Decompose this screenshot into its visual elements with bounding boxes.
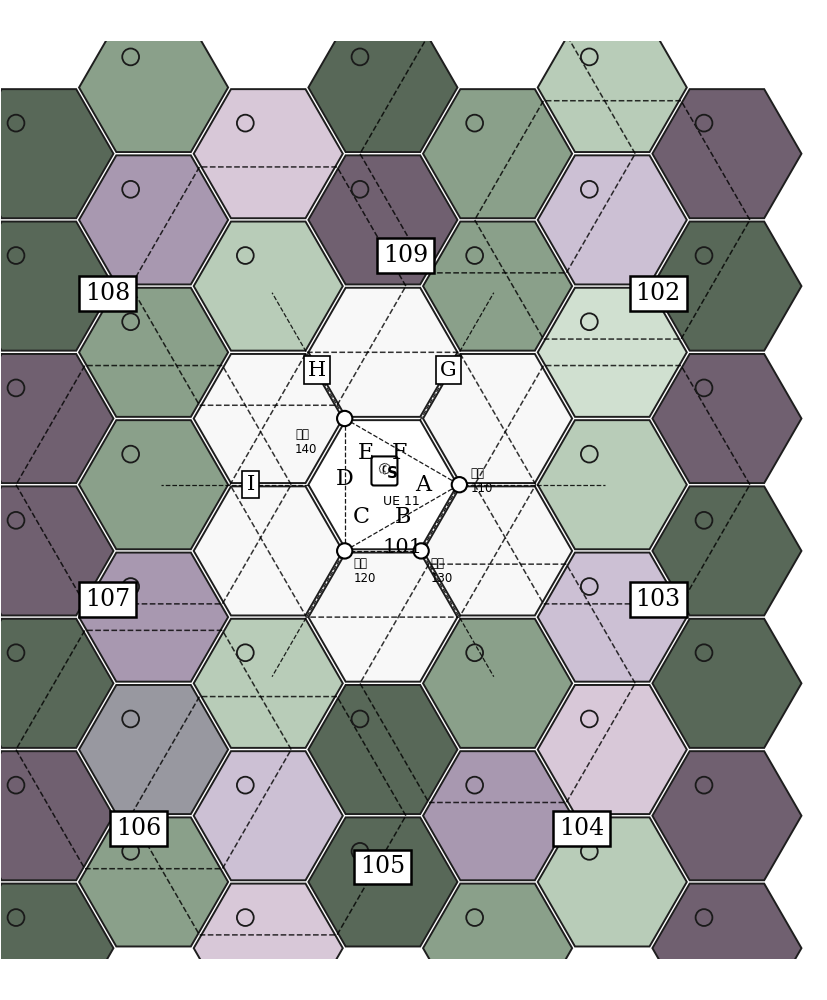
Polygon shape (538, 817, 686, 946)
Polygon shape (308, 420, 457, 549)
FancyBboxPatch shape (371, 456, 398, 485)
Polygon shape (0, 751, 113, 880)
Polygon shape (0, 486, 113, 615)
Polygon shape (194, 222, 342, 351)
Text: 基站
120: 基站 120 (354, 557, 376, 585)
Polygon shape (423, 751, 572, 880)
Polygon shape (194, 486, 342, 615)
Polygon shape (653, 884, 801, 1000)
Polygon shape (0, 222, 113, 351)
Polygon shape (308, 155, 457, 284)
Text: 基站
110: 基站 110 (471, 467, 493, 495)
Polygon shape (423, 619, 572, 748)
Text: S: S (386, 466, 398, 481)
Text: 108: 108 (85, 282, 131, 305)
Polygon shape (538, 553, 686, 682)
Text: D: D (336, 468, 354, 490)
Polygon shape (423, 354, 572, 483)
Polygon shape (79, 420, 228, 549)
Polygon shape (79, 288, 228, 417)
Text: 105: 105 (361, 855, 405, 878)
Polygon shape (653, 751, 801, 880)
Polygon shape (194, 354, 342, 483)
Polygon shape (79, 553, 228, 682)
Polygon shape (0, 884, 113, 1000)
Text: G: G (440, 361, 457, 380)
Polygon shape (308, 288, 457, 417)
Text: 104: 104 (559, 817, 605, 840)
Text: E: E (358, 442, 375, 464)
Text: I: I (246, 475, 255, 494)
Text: F: F (392, 442, 408, 464)
Polygon shape (653, 89, 801, 218)
Polygon shape (79, 23, 228, 152)
Text: A: A (414, 474, 431, 496)
Polygon shape (538, 685, 686, 814)
Text: 基站
140: 基站 140 (295, 428, 318, 456)
Polygon shape (653, 619, 801, 748)
Text: 106: 106 (116, 817, 161, 840)
Polygon shape (653, 486, 801, 615)
Polygon shape (194, 89, 342, 218)
Text: 102: 102 (635, 282, 681, 305)
Polygon shape (194, 619, 342, 748)
Polygon shape (423, 884, 572, 1000)
Polygon shape (79, 685, 228, 814)
Circle shape (337, 543, 352, 559)
Text: 109: 109 (383, 244, 428, 267)
Polygon shape (0, 619, 113, 748)
Text: ✆: ✆ (376, 460, 393, 479)
Polygon shape (308, 685, 457, 814)
Polygon shape (538, 155, 686, 284)
Text: 103: 103 (636, 588, 681, 611)
Text: UE 11: UE 11 (383, 495, 419, 508)
Circle shape (414, 543, 428, 559)
Text: H: H (308, 361, 326, 380)
Polygon shape (423, 222, 572, 351)
Text: C: C (353, 506, 370, 528)
Polygon shape (653, 354, 801, 483)
Polygon shape (423, 486, 572, 615)
Text: 101: 101 (382, 538, 422, 557)
Polygon shape (194, 751, 342, 880)
Polygon shape (308, 817, 457, 946)
Text: B: B (394, 506, 411, 528)
Text: 107: 107 (85, 588, 131, 611)
Polygon shape (79, 817, 228, 946)
Polygon shape (653, 222, 801, 351)
Polygon shape (0, 354, 113, 483)
Polygon shape (79, 155, 228, 284)
Circle shape (452, 477, 467, 492)
Polygon shape (194, 884, 342, 1000)
Polygon shape (538, 288, 686, 417)
Circle shape (337, 411, 352, 426)
Polygon shape (538, 23, 686, 152)
Polygon shape (538, 420, 686, 549)
Polygon shape (423, 89, 572, 218)
Polygon shape (0, 89, 113, 218)
Text: 基站
130: 基站 130 (430, 557, 452, 585)
Polygon shape (308, 553, 457, 682)
Polygon shape (308, 23, 457, 152)
